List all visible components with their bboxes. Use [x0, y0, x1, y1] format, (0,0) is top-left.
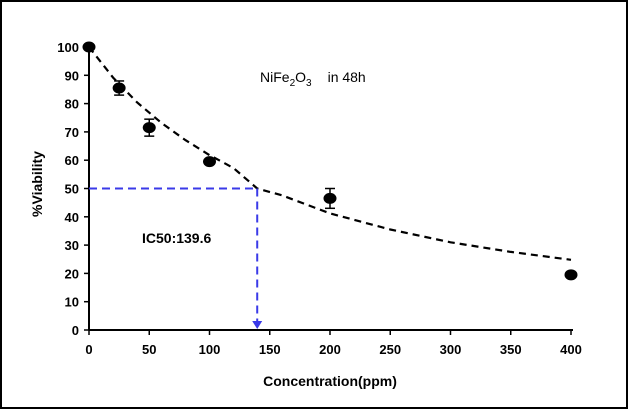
fit-curve — [88, 46, 572, 261]
ticks: 0 50 100 150 200 250 300 350 400 0 10 20 30 40 50 60 70 8… — [57, 40, 582, 357]
data-point — [323, 192, 337, 204]
y-tick-label: 40 — [65, 210, 79, 225]
x-tick-label: 200 — [319, 342, 341, 357]
data-point — [142, 122, 156, 134]
y-tick-label: 70 — [65, 125, 79, 140]
y-tick-label: 60 — [65, 153, 79, 168]
annotation-sub1: 2 — [290, 78, 296, 89]
annotation-mid: O — [295, 69, 306, 85]
data-points — [82, 41, 578, 281]
y-tick-label: 90 — [65, 68, 79, 83]
y-tick-label: 0 — [72, 323, 79, 338]
x-tick-label: 150 — [259, 342, 281, 357]
x-tick-label: 100 — [199, 342, 221, 357]
x-tick-label: 50 — [142, 342, 156, 357]
chart-annotation: NiFe2O3 in 48h — [260, 69, 366, 89]
y-tick-label: 20 — [65, 266, 79, 281]
fit-curve-group — [88, 46, 572, 261]
y-tick-label: 10 — [65, 295, 79, 310]
ic50-guides — [89, 187, 263, 329]
ic50-label: IC50:139.6 — [142, 230, 211, 246]
data-point — [82, 41, 96, 53]
x-tick-label: 300 — [440, 342, 462, 357]
x-tick-label: 250 — [379, 342, 401, 357]
y-tick-label: 100 — [57, 40, 79, 55]
x-tick-label: 0 — [85, 342, 92, 357]
y-axis-label: %Viability — [29, 151, 45, 217]
annotation-suffix: in 48h — [328, 69, 366, 85]
annotation-sub2: 3 — [306, 78, 312, 89]
y-tick-label: 80 — [65, 97, 79, 112]
x-axis-label: Concentration(ppm) — [263, 373, 397, 389]
x-tick-label: 400 — [560, 342, 582, 357]
data-point — [203, 156, 216, 168]
data-point — [564, 269, 578, 281]
y-tick-label: 30 — [65, 238, 79, 253]
ic50-arrowhead — [252, 321, 263, 329]
annotation-base: NiFe — [260, 69, 290, 85]
y-tick-label: 50 — [65, 182, 79, 197]
data-point — [112, 82, 126, 94]
x-tick-label: 350 — [500, 342, 522, 357]
